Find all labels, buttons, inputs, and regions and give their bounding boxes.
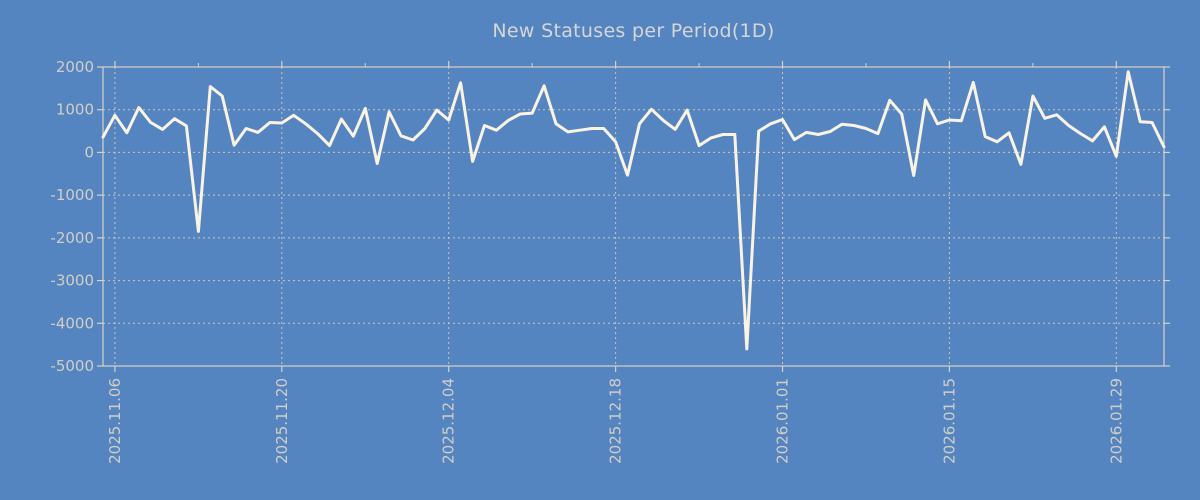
y-tick-label: -3000 <box>50 272 94 290</box>
gridlines <box>103 66 1164 367</box>
y-tick-label: 0 <box>84 143 94 161</box>
data-line <box>101 70 1166 351</box>
x-tick-label: 2025.11.20 <box>273 378 291 464</box>
x-axis-tick-labels: 2025.11.06 2025.11.20 2025.12.04 2025.12.18… <box>106 378 1125 464</box>
chart-title: New Statuses per Period(1D) <box>492 20 775 42</box>
x-tick-label: 2026.01.15 <box>940 378 958 464</box>
y-tick-label: -1000 <box>50 186 94 204</box>
y-tick-label: -2000 <box>50 229 94 247</box>
y-tick-label: 1000 <box>56 101 94 119</box>
plot-border <box>102 66 1165 367</box>
x-tick-label: 2025.12.18 <box>607 378 625 464</box>
y-axis-tick-labels: 2000 1000 0 -1000 -2000 -3000 -4000 -5000 <box>50 58 94 375</box>
y-tick-label: -4000 <box>50 314 94 332</box>
x-tick-label: 2026.01.01 <box>774 378 792 464</box>
y-tick-label: -5000 <box>50 357 94 375</box>
x-tick-label: 2025.12.04 <box>440 378 458 464</box>
x-tick-label: 2025.11.06 <box>106 378 124 464</box>
axis-ticks <box>97 61 1170 372</box>
x-tick-label: 2026.01.29 <box>1107 378 1125 464</box>
y-tick-label: 2000 <box>56 58 94 76</box>
